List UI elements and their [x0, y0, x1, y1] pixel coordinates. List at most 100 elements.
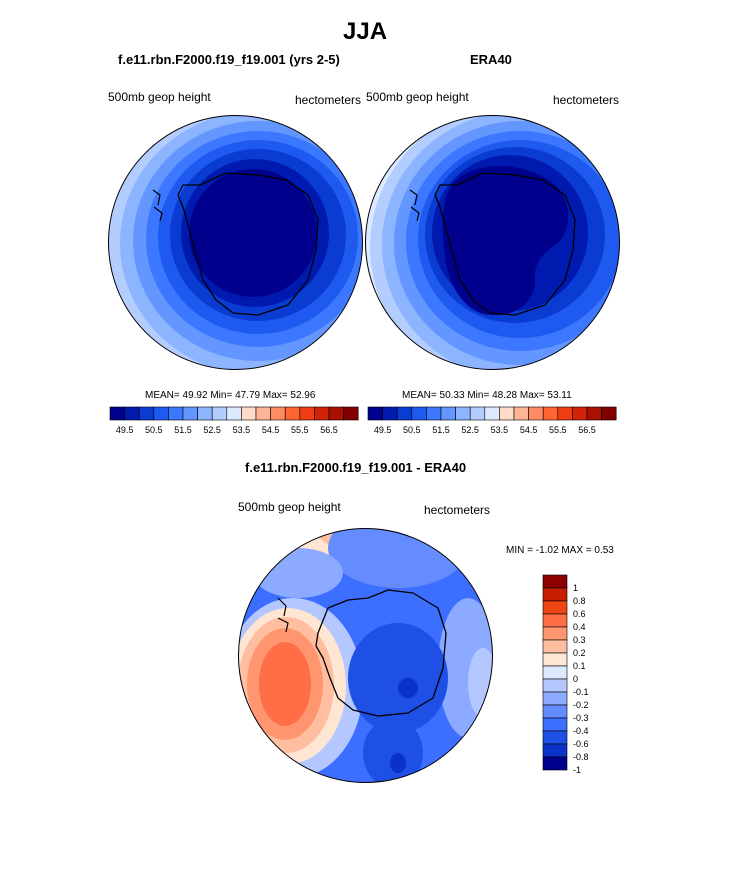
era40-colorbar-swatch: [557, 406, 573, 421]
era40-max-label: Max=: [519, 390, 545, 401]
diff-colorbar-swatch: [542, 613, 568, 628]
diff-colorbar-swatch: [542, 756, 568, 771]
diff-colorbar-label: -0.6: [573, 739, 589, 749]
model-colorbar-swatch: [197, 406, 213, 421]
era40-colorbar-tick-label: 54.5: [520, 425, 538, 435]
diff-max-label: MAX =: [561, 545, 592, 556]
diff-colorbar-swatch: [542, 730, 568, 745]
model-stats: MEAN= 49.92 Min= 47.79 Max= 52.96: [145, 390, 315, 401]
diff-colorbar-swatch: [542, 626, 568, 641]
diff-colorbar-label: 0.3: [573, 635, 586, 645]
era40-colorbar-swatch: [367, 406, 383, 421]
model-min-value: 47.79: [235, 390, 261, 401]
model-mean-value: 49.92: [182, 390, 208, 401]
model-colorbar-swatch: [124, 406, 140, 421]
era40-stats: MEAN= 50.33 Min= 48.28 Max= 53.11: [402, 390, 572, 401]
era40-colorbar-tick-label: 52.5: [461, 425, 479, 435]
diff-minmax: MIN = -1.02 MAX = 0.53: [506, 545, 614, 556]
diff-colorbar-label: -0.8: [573, 752, 589, 762]
diff-max-value: 0.53: [594, 545, 614, 556]
season-title: JJA: [343, 18, 388, 45]
model-colorbar-swatch: [314, 406, 330, 421]
diff-colorbar-label: -0.1: [573, 687, 589, 697]
era40-colorbar-tick-label: 55.5: [549, 425, 567, 435]
difference-colorbar: 1 0.8 0.6 0.4 0.3 0.2 0.1 0 -0.1 -0.2 -0.3 -0.4 -0.6…: [542, 574, 589, 775]
era40-variable-label: 500mb geop height: [366, 90, 469, 104]
diff-variable-label: 500mb geop height: [238, 500, 341, 514]
model-colorbar-tick-label: 49.5: [116, 425, 134, 435]
antarctica-coastline: [177, 172, 319, 316]
model-colorbar-swatch: [284, 406, 301, 421]
era40-max-value: 53.11: [547, 390, 572, 401]
model-colorbar-tick-label: 56.5: [320, 425, 338, 435]
diff-colorbar-label: 0.8: [573, 596, 586, 606]
model-colorbar-tick-label: 52.5: [203, 425, 221, 435]
diff-colorbar-label: 0.4: [573, 622, 586, 632]
diff-colorbar-label: 0.6: [573, 609, 586, 619]
model-colorbar: 49.5 50.5 51.5 52.5 53.5 54.5 55.5 56.5: [109, 406, 359, 435]
model-colorbar-swatch: [211, 406, 228, 421]
model-min-label: Min=: [210, 390, 233, 401]
era40-colorbar-swatch: [411, 406, 427, 421]
model-colorbar-swatch: [255, 406, 271, 421]
era40-colorbar-swatch: [499, 406, 515, 421]
model-colorbar-swatch: [182, 406, 198, 421]
era40-mean-value: 50.33: [439, 390, 465, 401]
era40-colorbar: 49.5 50.5 51.5 52.5 53.5 54.5 55.5 56.5: [367, 406, 617, 435]
model-colorbar-swatch: [299, 406, 315, 421]
model-colorbar-swatch: [343, 406, 359, 421]
era40-colorbar-tick-label: 53.5: [491, 425, 509, 435]
difference-polar-map: [238, 528, 493, 783]
era40-units-label: hectometers: [553, 93, 620, 107]
diff-colorbar-swatch: [542, 691, 568, 706]
diff-colorbar-label: 0.2: [573, 648, 586, 658]
antarctica-coastline: [434, 172, 576, 316]
model-colorbar-tick-label: 53.5: [233, 425, 251, 435]
era40-colorbar-swatch: [513, 406, 529, 421]
era40-panel-title: ERA40: [470, 52, 512, 67]
model-colorbar-swatch: [109, 406, 125, 421]
model-polar-map: [108, 115, 363, 370]
diff-colorbar-label: -0.4: [573, 726, 589, 736]
era40-colorbar-swatch: [382, 406, 398, 421]
diff-colorbar-swatch: [542, 652, 568, 667]
era40-colorbar-swatch: [484, 406, 500, 421]
diff-colorbar-swatch: [542, 704, 568, 719]
model-mean-label: MEAN=: [145, 390, 180, 401]
model-max-label: Max=: [262, 390, 288, 401]
diff-colorbar-swatch: [542, 600, 568, 615]
diff-colorbar-label: -0.3: [573, 713, 589, 723]
era40-min-label: Min=: [467, 390, 490, 401]
diff-colorbar-swatch: [542, 717, 568, 732]
model-colorbar-swatch: [241, 406, 257, 421]
era40-colorbar-tick-label: 56.5: [578, 425, 596, 435]
diff-colorbar-label: 0: [573, 674, 578, 684]
model-colorbar-swatch: [138, 406, 155, 421]
era40-colorbar-swatch: [586, 406, 602, 421]
era40-colorbar-swatch: [396, 406, 413, 421]
antarctica-coastline: [315, 589, 447, 717]
diff-colorbar-swatch: [542, 678, 568, 693]
era40-colorbar-swatch: [601, 406, 617, 421]
model-colorbar-tick-label: 51.5: [174, 425, 192, 435]
diff-colorbar-swatch: [542, 665, 568, 680]
diff-colorbar-swatch: [542, 639, 568, 654]
era40-colorbar-swatch: [426, 406, 442, 421]
model-variable-label: 500mb geop height: [108, 90, 211, 104]
model-colorbar-swatch: [168, 406, 184, 421]
model-colorbar-tick-label: 50.5: [145, 425, 163, 435]
era40-polar-map: [365, 115, 620, 370]
era40-colorbar-swatch: [528, 406, 544, 421]
era40-colorbar-swatch: [542, 406, 559, 421]
model-colorbar-tick-label: 55.5: [291, 425, 309, 435]
model-colorbar-swatch: [270, 406, 286, 421]
diff-colorbar-label: -0.2: [573, 700, 589, 710]
era40-mean-label: MEAN=: [402, 390, 437, 401]
diff-colorbar-label: -1: [573, 765, 581, 775]
era40-colorbar-swatch: [455, 406, 471, 421]
diff-min-label: MIN =: [506, 545, 533, 556]
era40-colorbar-tick-label: 51.5: [432, 425, 450, 435]
diff-colorbar-swatch: [542, 743, 568, 758]
diff-colorbar-swatch: [542, 587, 568, 602]
model-panel-title: f.e11.rbn.F2000.f19_f19.001 (yrs 2-5): [118, 52, 340, 67]
